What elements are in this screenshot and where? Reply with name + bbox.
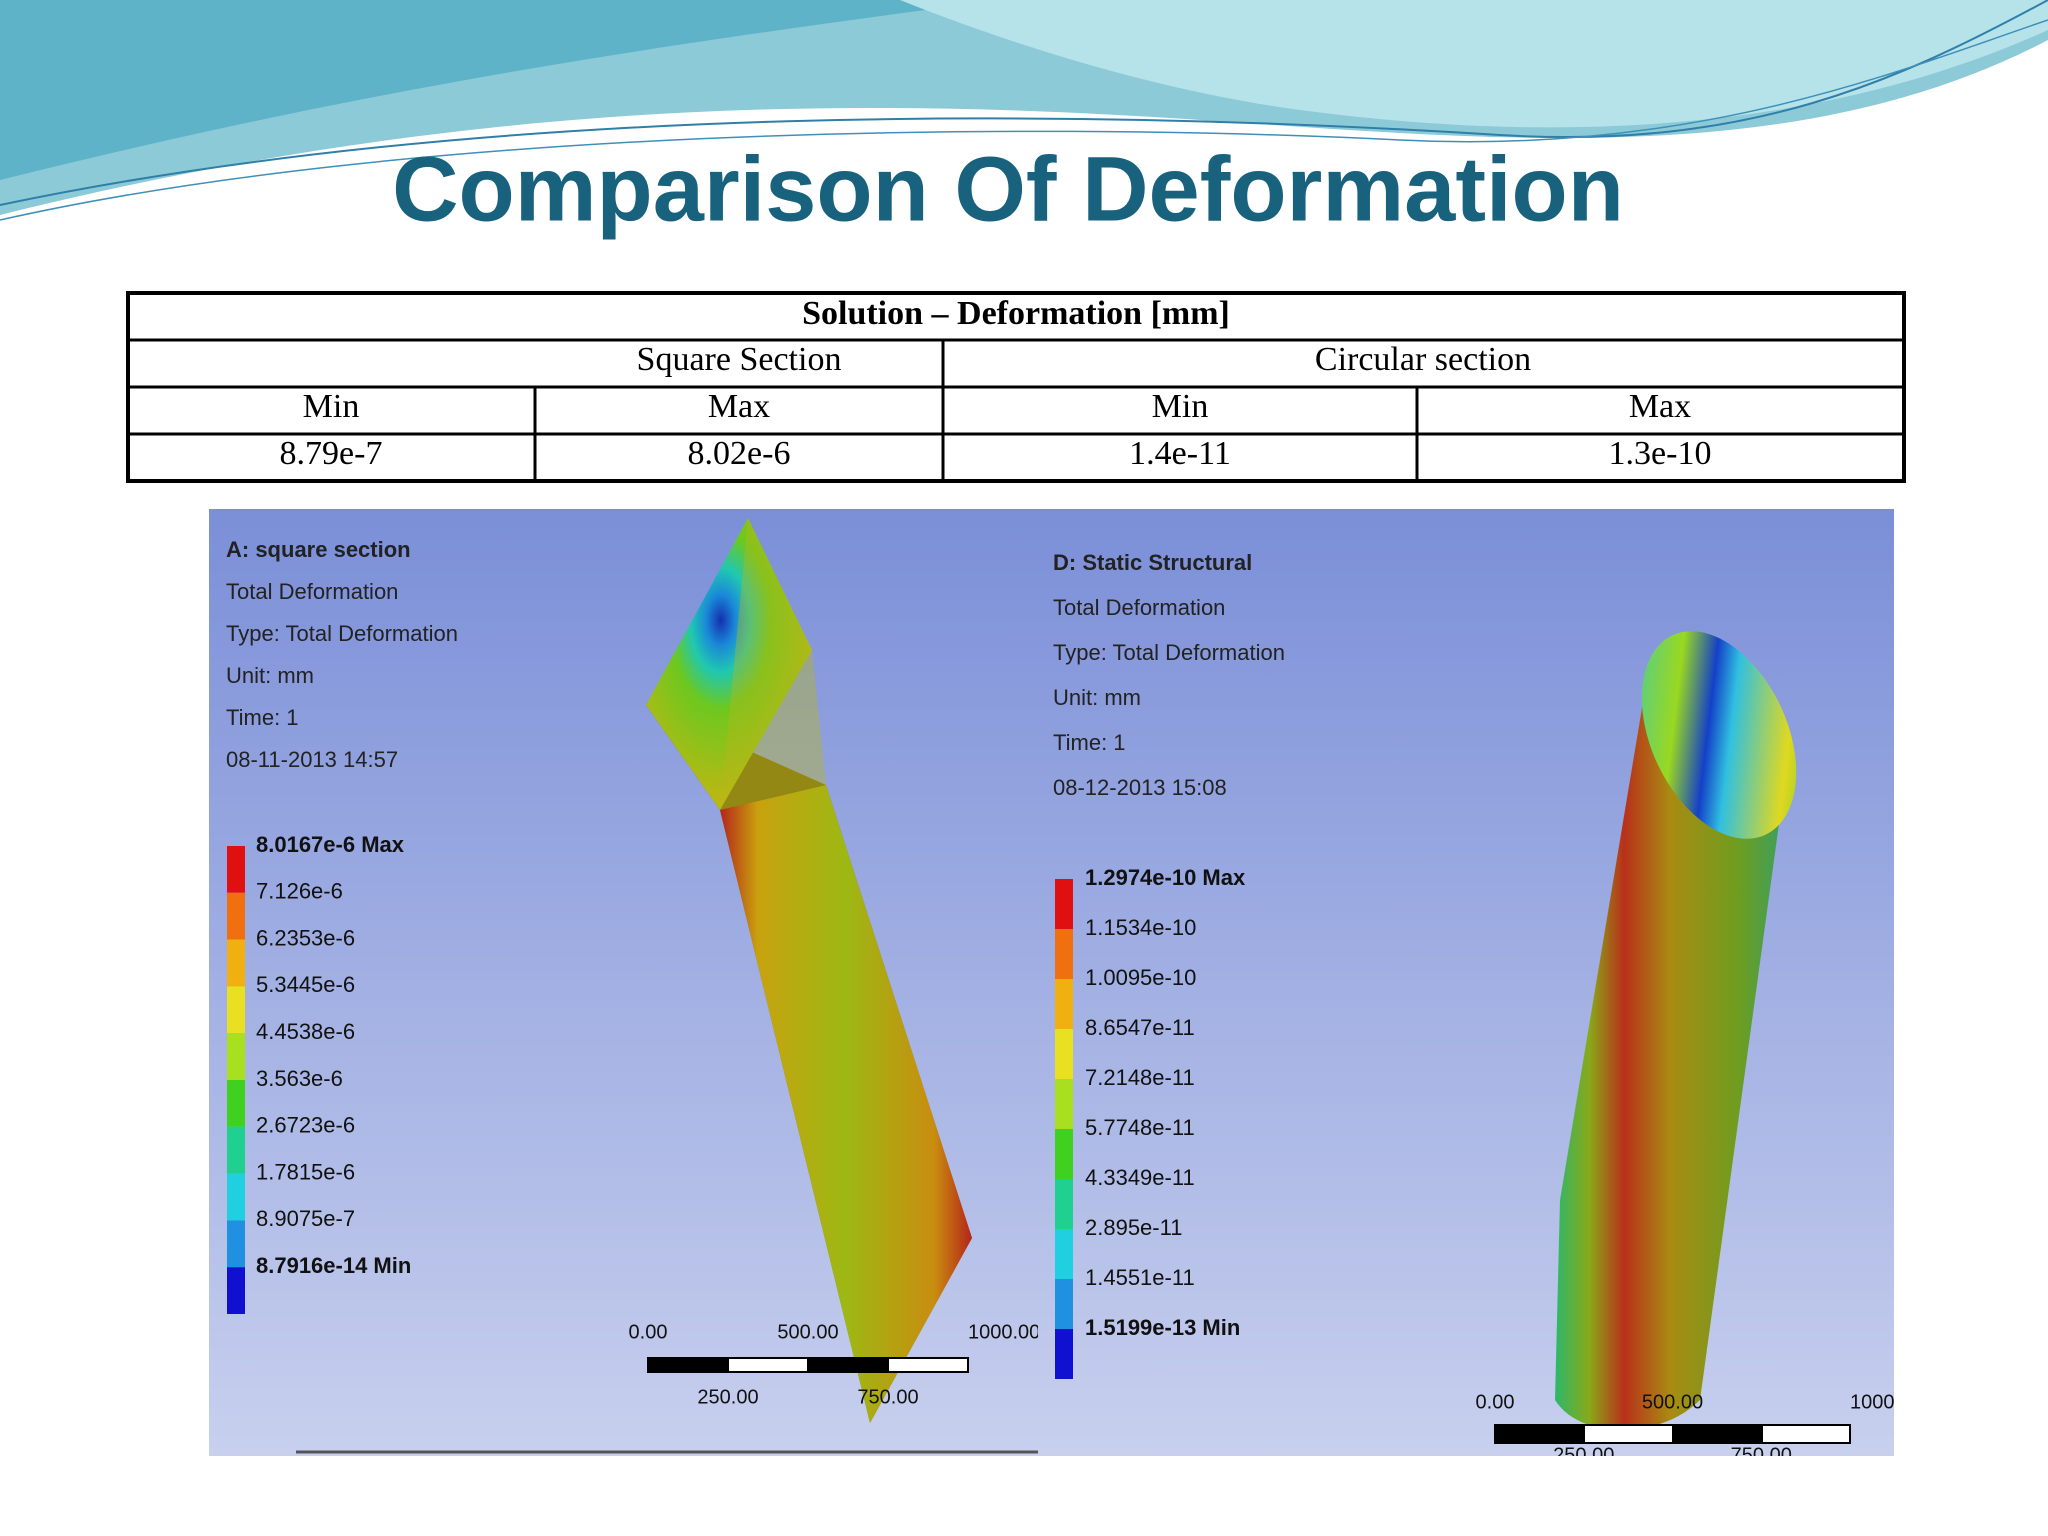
table-caption: Solution – Deformation [mm] [802, 295, 1230, 332]
table-cell: 1.3e-10 [1609, 435, 1712, 472]
legend-swatch [227, 892, 245, 940]
legend-label: 7.126e-6 [256, 879, 343, 904]
header-decoration [0, 0, 2048, 221]
panel-label: 08-12-2013 15:08 [1053, 775, 1227, 800]
legend-label: 2.895e-11 [1085, 1215, 1182, 1240]
legend-swatch [1055, 1029, 1073, 1079]
table-cell: 1.4e-11 [1129, 435, 1231, 472]
table-group-header: Circular section [1315, 341, 1531, 378]
panel-label: D: Static Structural [1053, 550, 1252, 575]
legend-swatch [1055, 1279, 1073, 1329]
legend-label: 4.3349e-11 [1085, 1165, 1195, 1190]
legend-swatch [1055, 1329, 1073, 1379]
legend-label: 1.2974e-10 Max [1085, 865, 1246, 890]
legend-swatch [227, 1267, 245, 1314]
scale-label: 500.00 [1642, 1391, 1703, 1413]
panel-label: Total Deformation [1053, 595, 1225, 620]
scale-label: 750.00 [1731, 1444, 1792, 1466]
legend-swatch [1055, 879, 1073, 929]
panel-text: D: Static Structural Total Deformation Typ… [1053, 550, 1975, 1466]
panel-label: Unit: mm [226, 663, 314, 688]
legend-label: 1.4551e-11 [1085, 1265, 1195, 1290]
legend-label: 8.6547e-11 [1085, 1015, 1195, 1040]
scale-label: 1000.00 (mm) [1850, 1391, 1975, 1413]
legend-swatch [1055, 1079, 1073, 1129]
circular-section-image [1038, 509, 1894, 1456]
table-column-header: Min [303, 388, 360, 425]
legend-swatch [227, 1080, 245, 1127]
legend-swatch [1055, 1179, 1073, 1229]
legend-swatch [1055, 1129, 1073, 1179]
panel-label: 08-11-2013 14:57 [226, 747, 398, 772]
panel-text: A: square section Total Deformation Type: … [226, 537, 1093, 1408]
table-column-header: Min [1152, 388, 1209, 425]
table-column-header: Max [708, 388, 770, 425]
square-section-image [209, 509, 1038, 1456]
legend-label: 8.9075e-7 [256, 1206, 355, 1231]
panel-label: A: square section [226, 537, 411, 562]
scale-label: 250.00 [1553, 1444, 1614, 1466]
scale-label: 0.00 [1476, 1391, 1515, 1413]
panel-label: Unit: mm [1053, 685, 1141, 710]
legend-label: 2.6723e-6 [256, 1113, 355, 1138]
legend-label: 8.0167e-6 Max [256, 832, 405, 857]
table-column-header: Max [1629, 388, 1691, 425]
table-cell: 8.02e-6 [688, 435, 791, 472]
legend-label: 4.4538e-6 [256, 1019, 355, 1044]
legend-swatch [227, 1033, 245, 1080]
legend-swatch [1055, 1229, 1073, 1279]
legend-label: 1.5199e-13 Min [1085, 1315, 1240, 1340]
legend-swatch [227, 986, 245, 1034]
slide-title: Comparison Of Deformation [392, 138, 1624, 240]
legend-label: 3.563e-6 [256, 1066, 343, 1091]
legend-label: 7.2148e-11 [1085, 1065, 1195, 1090]
panel-label: Type: Total Deformation [1053, 640, 1285, 665]
legend-swatch [1055, 929, 1073, 979]
legend-label: 6.2353e-6 [256, 925, 355, 950]
deformation-table [126, 291, 1906, 483]
legend-swatch [227, 939, 245, 987]
scale-label: 750.00 [857, 1386, 918, 1408]
legend-label: 5.3445e-6 [256, 972, 355, 997]
legend-label: 1.0095e-10 [1085, 965, 1196, 990]
scale-label: 250.00 [697, 1386, 758, 1408]
legend-swatch [227, 1173, 245, 1221]
table-group-header: Square Section [637, 341, 842, 378]
legend-swatch [227, 1220, 245, 1268]
scale-label: 1000.00 (mm) [968, 1321, 1093, 1343]
panel-label: Type: Total Deformation [226, 621, 458, 646]
legend-swatch [227, 1126, 245, 1174]
legend-swatch [1055, 979, 1073, 1029]
panel-label: Total Deformation [226, 579, 398, 604]
scale-label: 500.00 [777, 1321, 838, 1343]
panel-label: Time: 1 [1053, 730, 1126, 755]
legend-label: 1.1534e-10 [1085, 915, 1196, 940]
legend-label: 8.7916e-14 Min [256, 1253, 411, 1278]
table-cell: 8.79e-7 [280, 435, 383, 472]
panel-label: Time: 1 [226, 705, 299, 730]
legend-label: 5.7748e-11 [1085, 1115, 1195, 1140]
scale-label: 0.00 [629, 1321, 668, 1343]
legend-swatch [227, 846, 245, 893]
legend-label: 1.7815e-6 [256, 1159, 355, 1184]
